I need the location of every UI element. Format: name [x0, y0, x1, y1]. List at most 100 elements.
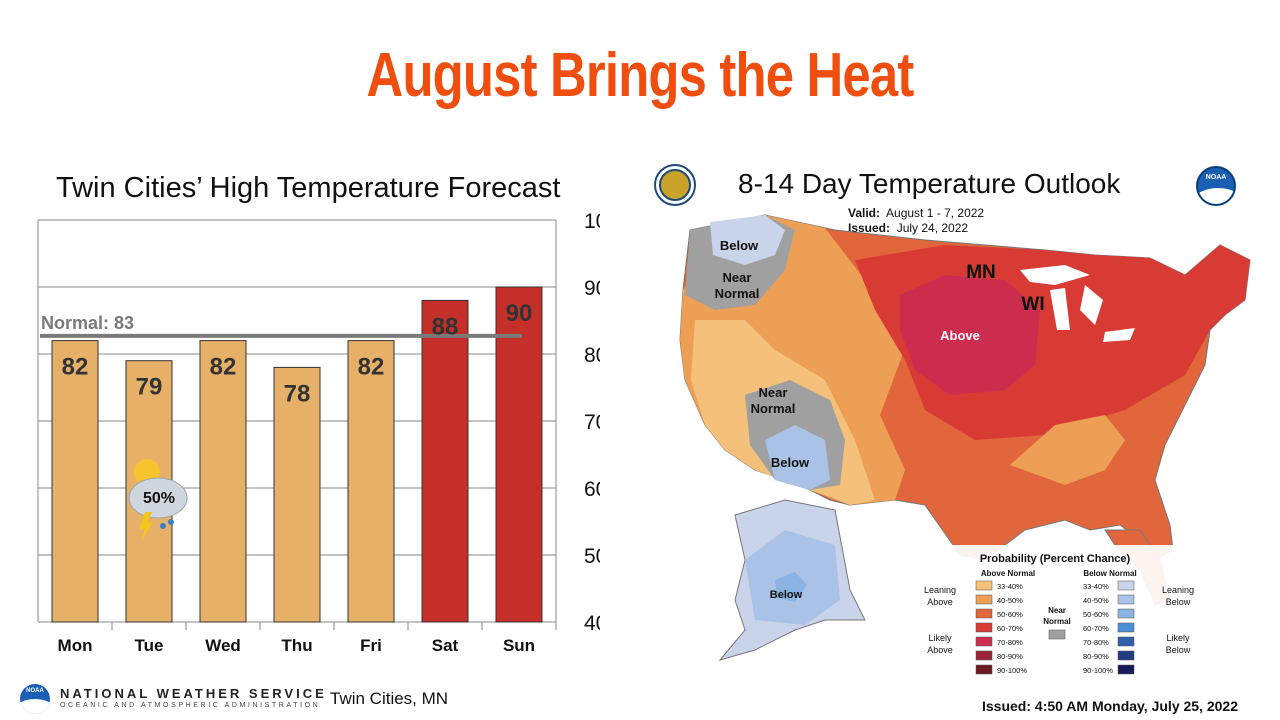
- rain-drop-icon: [168, 519, 174, 525]
- alaska-below-core: [775, 572, 807, 602]
- chart-title: Twin Cities’ High Temperature Forecast: [56, 172, 561, 204]
- bar-sun: [495, 286, 543, 623]
- legend-above-range: 50-60%: [997, 610, 1023, 619]
- legend-below-range: 70-80%: [1083, 638, 1109, 647]
- map-label-near-sw-1: Near: [759, 385, 788, 400]
- x-tick-label: Mon: [58, 636, 93, 655]
- bar-sat: [421, 299, 469, 623]
- legend-above-range: 60-70%: [997, 624, 1023, 633]
- legend-above-swatch: [975, 664, 993, 675]
- map-label-wi: WI: [1021, 294, 1044, 315]
- commerce-seal-icon: [654, 164, 696, 206]
- sw-below: [765, 425, 830, 490]
- issued-timestamp: Issued: 4:50 AM Monday, July 25, 2022: [982, 698, 1238, 714]
- legend-near-normal-swatch: [1048, 629, 1066, 640]
- y-tick-label: 70: [584, 411, 600, 434]
- upper-midwest-above-70-80: [900, 275, 1040, 395]
- legend-leaning-below-2: Below: [1166, 597, 1191, 607]
- legend-below-header: Below Normal: [1083, 569, 1136, 578]
- rain-drop-icon: [160, 523, 166, 529]
- map-label-near-nw-1: Near: [723, 270, 752, 285]
- legend-above-swatch: [975, 594, 993, 605]
- bar-mon: [51, 340, 99, 623]
- legend-above-range: 33-40%: [997, 582, 1023, 591]
- cloud-icon: [128, 477, 188, 519]
- legend-below-range: 40-50%: [1083, 596, 1109, 605]
- legend-below-range: 33-40%: [1083, 582, 1109, 591]
- y-tick-label: 60: [584, 478, 600, 501]
- x-tick-label: Sun: [503, 636, 535, 655]
- data-label-tue: 79: [136, 374, 163, 401]
- agency-subtitle: OCEANIC AND ATMOSPHERIC ADMINISTRATION: [60, 702, 321, 709]
- x-tick-label: Wed: [205, 636, 241, 655]
- nw-below: [710, 215, 785, 265]
- legend-below-swatch: [1117, 636, 1135, 647]
- bar-fri: [347, 340, 395, 623]
- legend-likely-below-1: Likely: [1166, 633, 1190, 643]
- y-tick-label: 100: [584, 210, 600, 233]
- bar-wed: [199, 340, 247, 623]
- agency-name: NATIONAL WEATHER SERVICE: [60, 686, 327, 701]
- y-tick-label: 80: [584, 344, 600, 367]
- issued-label: Issued:: [848, 221, 891, 235]
- x-tick-label: Fri: [360, 636, 382, 655]
- legend-below-swatch: [1117, 622, 1135, 633]
- legend-below-swatch: [1117, 594, 1135, 605]
- legend-likely-below-2: Below: [1166, 645, 1191, 655]
- high-temperature-chart: 40 50 60 70 80 90 100 Mon Tue Wed Thu Fri Sat Sun Norm…: [37, 210, 600, 655]
- legend-below-range: 60-70%: [1083, 624, 1109, 633]
- bar-thu: [273, 366, 321, 623]
- map-label-above: Above: [940, 328, 980, 343]
- x-tick-label: Thu: [281, 636, 312, 655]
- location-label: Twin Cities, MN: [330, 689, 449, 708]
- x-tick-label: Tue: [135, 636, 164, 655]
- y-tick-label: 50: [584, 545, 600, 568]
- precip-chance-label: 50%: [143, 490, 175, 507]
- map-legend: Probability (Percent Chance) Above Norma…: [915, 545, 1255, 685]
- data-label-mon: 82: [62, 354, 89, 381]
- data-label-sat: 88: [432, 313, 459, 340]
- data-label-thu: 78: [284, 380, 311, 407]
- legend-below-range: 80-90%: [1083, 652, 1109, 661]
- legend-above-header: Above Normal: [981, 569, 1035, 578]
- legend-below-swatch: [1117, 580, 1135, 591]
- normal-label: Normal: 83: [41, 313, 134, 333]
- data-label-wed: 82: [210, 354, 237, 381]
- valid-label: Valid:: [848, 206, 881, 220]
- legend-leaning-above-1: Leaning: [924, 585, 956, 595]
- legend-above-range: 80-90%: [997, 652, 1023, 661]
- nws-logo-icon: NOAA: [20, 684, 50, 714]
- map-label-mn: MN: [966, 262, 996, 283]
- legend-below-swatch: [1117, 608, 1135, 619]
- great-lakes: [1020, 265, 1135, 342]
- map-label-below-ak: Below: [770, 589, 803, 601]
- map-label-near-nw-2: Normal: [715, 286, 760, 301]
- legend-above-swatch: [975, 650, 993, 661]
- legend-near-normal-1: Near: [1048, 606, 1066, 615]
- valid-value: August 1 - 7, 2022: [886, 206, 985, 220]
- legend-likely-above-1: Likely: [928, 633, 952, 643]
- legend-title: Probability (Percent Chance): [980, 553, 1131, 565]
- y-tick-label: 40: [584, 612, 600, 635]
- outlook-validity: Valid: August 1 - 7, 2022 Issued: July 2…: [848, 206, 984, 236]
- legend-above-swatch: [975, 622, 993, 633]
- legend-above-range: 40-50%: [997, 596, 1023, 605]
- x-tick-label: Sat: [432, 636, 459, 655]
- legend-leaning-above-2: Above: [927, 597, 953, 607]
- legend-below-swatch: [1117, 664, 1135, 675]
- map-label-near-sw-2: Normal: [751, 401, 796, 416]
- legend-likely-above-2: Above: [927, 645, 953, 655]
- map-label-below-sw: Below: [771, 455, 810, 470]
- data-label-fri: 82: [358, 354, 385, 381]
- legend-below-swatch: [1117, 650, 1135, 661]
- y-tick-label: 90: [584, 277, 600, 300]
- issued-value: July 24, 2022: [896, 221, 969, 235]
- map-label-below-nw: Below: [720, 238, 759, 253]
- slide-title: August Brings the Heat: [366, 41, 915, 110]
- legend-above-swatch: [975, 608, 993, 619]
- legend-above-swatch: [975, 636, 993, 647]
- legend-below-range: 90-100%: [1083, 666, 1113, 675]
- map-title: 8-14 Day Temperature Outlook: [738, 168, 1121, 199]
- legend-leaning-below-1: Leaning: [1162, 585, 1194, 595]
- legend-above-swatch: [975, 580, 993, 591]
